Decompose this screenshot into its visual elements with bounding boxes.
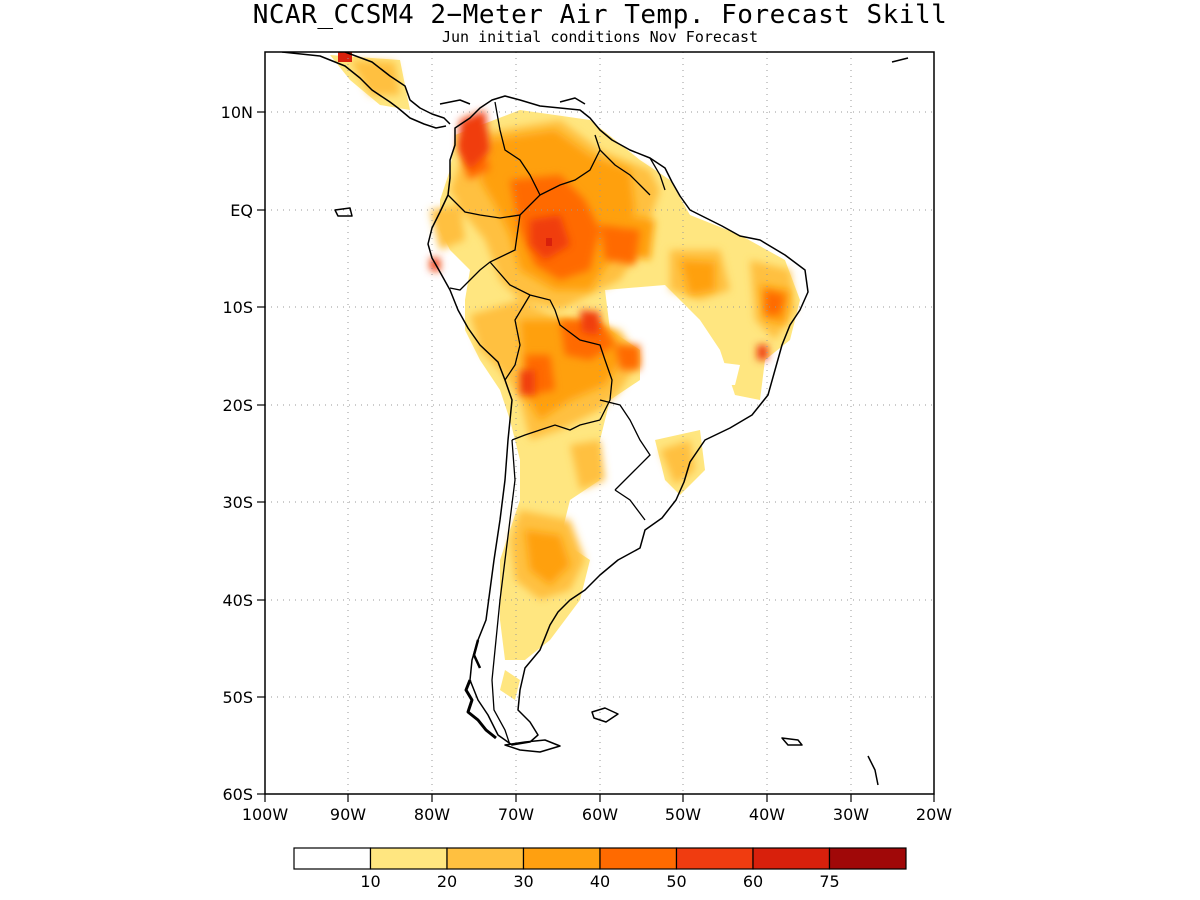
lon-tick-label: 20W: [916, 805, 952, 824]
colorbar: 10 20 30 40 50 60 75: [293, 847, 907, 891]
lat-tick-label: 20S: [222, 396, 253, 415]
colorbar-swatch: [752, 847, 831, 870]
colorbar-label: 75: [819, 872, 839, 891]
colorbar-swatch: [369, 847, 448, 870]
colorbar-swatch: [293, 847, 372, 870]
colorbar-swatch: [828, 847, 907, 870]
colorbar-swatch: [522, 847, 601, 870]
lon-tick-label: 40W: [749, 805, 785, 824]
skill-field: [330, 52, 800, 700]
chart-subtitle: Jun initial conditions Nov Forecast: [441, 28, 759, 46]
lat-tick-label: EQ: [230, 201, 253, 220]
lat-tick-label: 40S: [222, 591, 253, 610]
colorbar-swatch: [675, 847, 754, 870]
axis-ticks: [257, 111, 935, 802]
lat-tick-label: 10S: [222, 298, 253, 317]
colorbar-label: 60: [743, 872, 763, 891]
lon-tick-label: 70W: [498, 805, 534, 824]
chart-title: NCAR_CCSM4 2−Meter Air Temp. Forecast Sk…: [252, 0, 948, 30]
lon-tick-label: 50W: [665, 805, 701, 824]
lon-tick-label: 60W: [582, 805, 618, 824]
graticule: [265, 52, 934, 794]
lat-tick-label: 60S: [222, 785, 253, 804]
colorbar-label: 20: [437, 872, 457, 891]
colorbar-label: 50: [666, 872, 686, 891]
coastline: [281, 52, 909, 786]
lon-tick-label: 90W: [330, 805, 366, 824]
lat-tick-label: 10N: [221, 103, 253, 122]
colorbar-label: 30: [513, 872, 533, 891]
colorbar-label: 10: [360, 872, 380, 891]
lon-tick-label: 100W: [242, 805, 289, 824]
colorbar-swatch: [599, 847, 678, 870]
lat-tick-label: 30S: [222, 493, 253, 512]
country-borders: [447, 101, 666, 746]
lon-tick-label: 80W: [414, 805, 450, 824]
lon-tick-label: 30W: [833, 805, 869, 824]
colorbar-swatch: [446, 847, 525, 870]
colorbar-label: 40: [590, 872, 610, 891]
lat-tick-label: 50S: [222, 688, 253, 707]
